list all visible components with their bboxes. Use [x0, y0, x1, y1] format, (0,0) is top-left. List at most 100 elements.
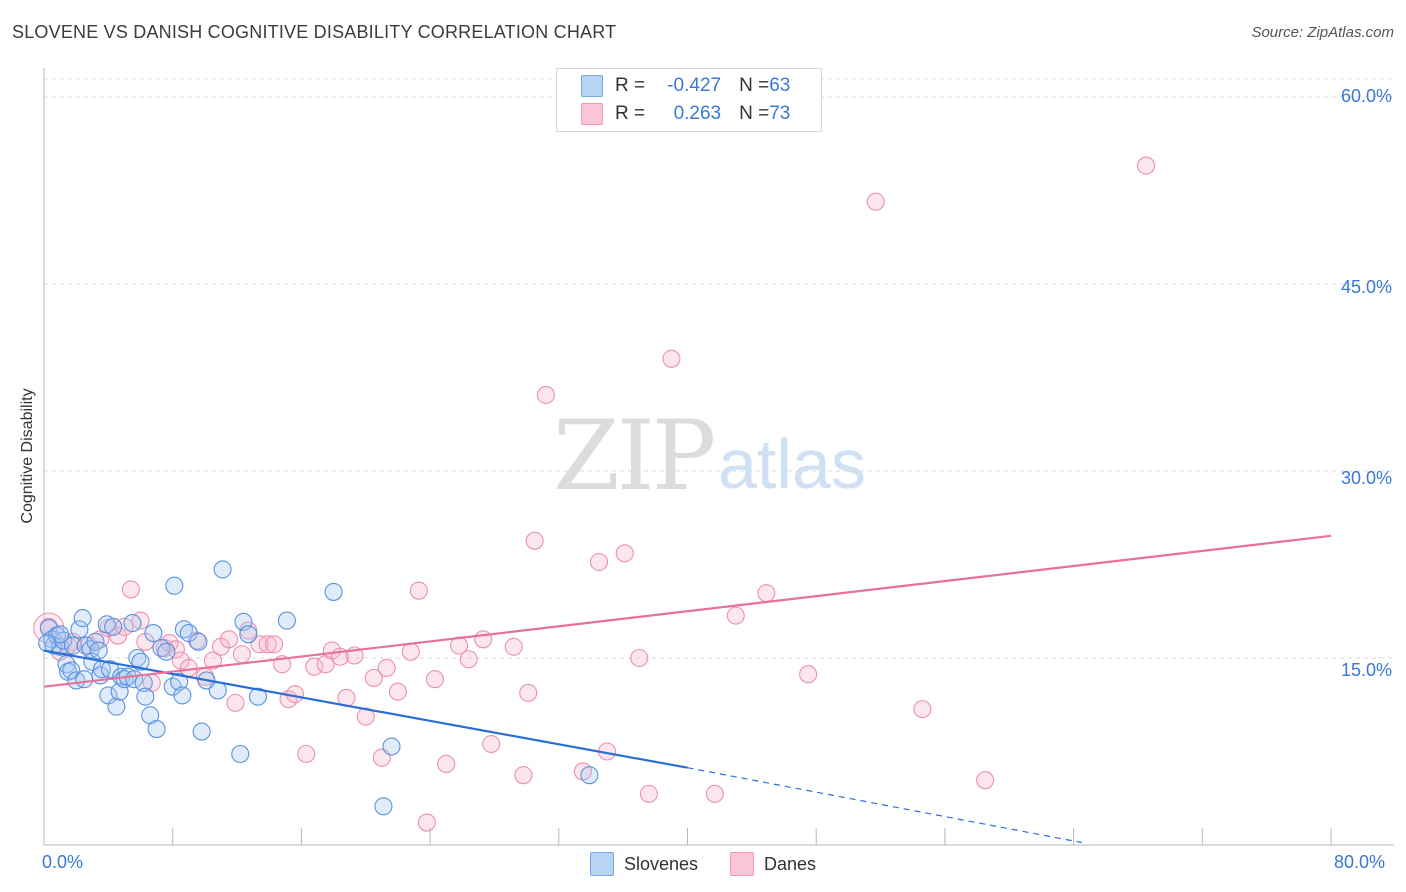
slovenes-point [189, 632, 208, 651]
r-value: 0.263 [673, 103, 722, 124]
trend-lines [43, 534, 1332, 844]
danes-point [417, 813, 436, 832]
n-value: 63 [769, 75, 791, 96]
slovenes-point [75, 670, 94, 689]
danes-point [265, 635, 284, 654]
danes-point [639, 784, 658, 803]
slovenes-point [374, 797, 393, 816]
n-label: N = [739, 75, 770, 96]
danes-swatch [581, 103, 603, 125]
y-tick-15: 15.0% [1340, 660, 1392, 680]
danes-point [504, 637, 523, 656]
danes-point [799, 665, 818, 684]
danes-point [662, 349, 681, 368]
legend-row-slovenes: R = -0.427 N = 63 [581, 73, 790, 99]
slovenes-point [192, 722, 211, 741]
slovenes-trend-extension [687, 767, 1082, 844]
slovenes-point [123, 614, 142, 633]
legend-row-danes: R = 0.263 N = 73 [581, 101, 790, 127]
slovenes-point [147, 720, 166, 739]
danes-point [425, 670, 444, 689]
slovenes-point [208, 681, 227, 700]
danes-point [630, 648, 649, 668]
r-label: R = [615, 103, 646, 124]
danes-point [726, 606, 745, 625]
legend-item-danes: Danes [730, 852, 816, 876]
danes-point [239, 621, 258, 640]
danes-point [589, 552, 609, 572]
series-legend: Slovenes Danes [0, 852, 1406, 876]
slovenes-point [131, 652, 150, 671]
danes-point [401, 642, 420, 661]
danes-point [866, 192, 885, 211]
danes-point [203, 651, 222, 670]
slovenes-point [382, 737, 401, 756]
legend-item-slovenes: Slovenes [589, 852, 699, 876]
danes-legend-swatch [730, 852, 755, 876]
correlation-legend: R = -0.427 N = 63 R = 0.263 N = 73 [556, 68, 822, 132]
danes-point [297, 744, 316, 764]
x-tick-min: 0.0% [42, 852, 84, 872]
r-value: -0.427 [667, 75, 722, 96]
slovenes-point [62, 661, 81, 680]
danes-point [388, 682, 407, 701]
slovenes-point [89, 641, 108, 660]
danes-point [519, 683, 538, 702]
slovenes-point [580, 766, 599, 785]
slovenes-point [51, 625, 70, 644]
slovenes-point [107, 697, 126, 716]
y-tick-45: 45.0% [1340, 277, 1392, 297]
danes-point [364, 668, 383, 687]
slovenes-trend-line [43, 649, 688, 769]
danes-point [459, 650, 478, 669]
slovenes-point [70, 620, 89, 639]
slovenes-point [136, 687, 155, 706]
danes-point [514, 766, 533, 785]
slovenes-swatch [581, 75, 603, 97]
watermark-zip: ZIP [553, 400, 716, 512]
danes-point [536, 385, 555, 405]
slovenes-points [38, 560, 599, 816]
slovenes-point [277, 611, 296, 630]
danes-point [615, 544, 634, 563]
slovenes-point [63, 636, 83, 655]
danes-point [482, 734, 501, 754]
n-label: N = [739, 103, 770, 124]
source-label: Source: ZipAtlas.com [1251, 24, 1394, 41]
danes-legend-label: Danes [764, 853, 817, 874]
danes-point [437, 754, 456, 774]
slovenes-point [100, 660, 120, 679]
slovenes-point [170, 672, 189, 691]
slovenes-point [165, 576, 184, 595]
slovenes-point [324, 582, 343, 601]
danes-point [409, 581, 428, 600]
slovenes-point [157, 642, 176, 661]
x-tick-max: 80.0% [1334, 852, 1386, 872]
slovenes-legend-label: Slovenes [623, 853, 699, 874]
chart-title: SLOVENE VS DANISH COGNITIVE DISABILITY C… [12, 22, 617, 42]
y-axis-label: Cognitive Disability [19, 388, 36, 524]
grid-lines [44, 78, 1394, 659]
y-tick-30: 30.0% [1340, 468, 1392, 488]
danes-point [305, 657, 324, 676]
danes-point [913, 700, 932, 719]
danes-point [757, 584, 776, 603]
slovenes-point [248, 687, 268, 706]
danes-point [474, 630, 493, 649]
slovenes-point [239, 625, 258, 644]
danes-point [121, 580, 140, 599]
slovenes-point [104, 617, 123, 636]
r-label: R = [615, 75, 646, 96]
danes-point [232, 645, 251, 664]
danes-point [258, 635, 277, 654]
slovenes-point [231, 744, 250, 764]
slovenes-point [144, 624, 163, 643]
n-value: 73 [769, 103, 791, 124]
danes-point [525, 531, 544, 550]
danes-point [976, 771, 995, 790]
y-tick-60: 60.0% [1340, 86, 1392, 106]
slovenes-point [38, 633, 57, 653]
slovenes-point [73, 609, 92, 628]
slovenes-legend-swatch [589, 852, 614, 876]
